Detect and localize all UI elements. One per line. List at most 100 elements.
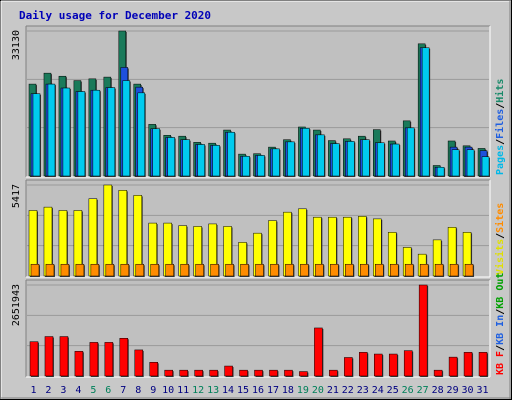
bar-sites-day-6 (105, 263, 115, 277)
bar-sites-day-14 (225, 263, 234, 277)
legend-item-hits: Hits (494, 79, 506, 103)
bar-pages-day-23 (362, 139, 370, 177)
x-tick-label-13: 13 (207, 385, 219, 396)
bar-pages-day-2 (47, 83, 56, 177)
bar-sites-day-16 (255, 263, 264, 277)
bar-kbytes-day-9 (149, 362, 158, 377)
x-tick-label-11: 11 (177, 385, 189, 396)
bar-kbytes-day-10 (164, 369, 173, 377)
bar-sites-day-21 (330, 263, 339, 277)
bar-sites-day-2 (45, 263, 55, 277)
x-tick-label-20: 20 (312, 385, 324, 396)
x-tick-label-31: 31 (476, 385, 488, 396)
legend-item-files: Files (494, 109, 506, 139)
bar-sites-day-25 (389, 263, 399, 277)
bar-pages-day-17 (272, 148, 280, 177)
x-tick-label-16: 16 (252, 385, 264, 396)
x-tick-label-4: 4 (75, 385, 81, 396)
legend-item-kb-out: KB Out (495, 273, 506, 309)
x-tick-label-17: 17 (267, 385, 279, 396)
bar-kbytes-day-24 (374, 353, 383, 377)
x-tick-label-28: 28 (432, 385, 444, 396)
bar-kbytes-day-25 (388, 353, 398, 377)
bar-kbytes-day-23 (359, 352, 368, 377)
x-tick-label-1: 1 (30, 385, 36, 396)
bar-kbytes-day-15 (239, 369, 248, 377)
x-tick-label-15: 15 (237, 385, 249, 396)
bar-pages-day-7 (122, 80, 131, 177)
bar-sites-day-3 (60, 263, 70, 277)
bar-pages-day-4 (77, 91, 86, 177)
bar-sites-day-20 (315, 263, 324, 277)
bar-kbytes-day-1 (29, 341, 39, 377)
legend-separator: / (495, 233, 506, 239)
x-tick-label-29: 29 (447, 385, 459, 396)
x-tick-label-5: 5 (90, 385, 96, 396)
bar-kbytes-day-31 (478, 352, 488, 377)
bar-kbytes-day-11 (179, 369, 188, 377)
legend-item-visits: Visits (494, 239, 506, 275)
bar-visits-day-8 (133, 195, 143, 277)
bar-pages-day-12 (197, 144, 205, 177)
bar-sites-day-9 (150, 263, 159, 277)
bar-sites-day-4 (75, 263, 85, 277)
bar-kbytes-day-20 (314, 327, 323, 377)
bar-pages-day-15 (242, 156, 250, 177)
bar-sites-day-30 (464, 263, 474, 277)
x-tick-label-24: 24 (372, 385, 384, 396)
panel-legend: Visits/Sites (494, 203, 506, 275)
x-tick-label-12: 12 (192, 385, 204, 396)
bar-sites-day-12 (195, 263, 204, 277)
bar-sites-day-24 (375, 263, 384, 277)
x-tick-label-18: 18 (282, 385, 294, 396)
panel-visits-sites: 5417 Visits/Sites (11, 179, 506, 278)
bar-sites-day-5 (90, 263, 100, 277)
x-tick-label-26: 26 (402, 385, 414, 396)
bar-pages-day-31 (481, 156, 490, 177)
legend-separator: / (495, 139, 506, 145)
bar-sites-day-19 (300, 263, 309, 277)
bar-sites-day-29 (449, 263, 459, 277)
bar-sites-day-26 (404, 263, 414, 277)
bar-kbytes-day-29 (448, 356, 458, 377)
bar-kbytes-day-3 (59, 336, 69, 377)
bar-pages-day-30 (466, 149, 475, 177)
bar-kbytes-day-7 (119, 338, 129, 377)
bar-kbytes-day-21 (329, 369, 338, 377)
legend-separator: / (495, 345, 506, 351)
bar-kbytes-day-27 (418, 284, 428, 377)
bar-sites-day-7 (120, 263, 130, 277)
bar-kbytes-day-5 (89, 342, 99, 377)
x-tick-label-21: 21 (327, 385, 339, 396)
x-tick-label-30: 30 (462, 385, 474, 396)
bar-sites-day-11 (180, 263, 189, 277)
bar-visits-day-7 (118, 190, 128, 277)
bar-pages-day-1 (32, 93, 41, 177)
bar-pages-day-18 (287, 141, 295, 177)
legend-item-kb-f: KB F (495, 351, 506, 375)
bar-pages-day-13 (212, 145, 220, 177)
bar-sites-day-23 (360, 263, 369, 277)
bar-pages-day-21 (332, 143, 340, 177)
bar-pages-day-3 (62, 87, 71, 177)
bar-kbytes-day-30 (463, 352, 473, 377)
bar-pages-day-25 (391, 143, 400, 177)
bar-visits-day-6 (103, 184, 113, 277)
bar-kbytes-day-18 (284, 369, 293, 377)
bar-kbytes-day-16 (254, 369, 263, 377)
panel-legend: KB F/KB In/KB Out (495, 273, 506, 375)
bar-pages-day-9 (152, 128, 160, 177)
bar-pages-day-8 (137, 92, 146, 177)
bar-sites-day-22 (345, 263, 354, 277)
bar-sites-day-10 (165, 263, 174, 277)
x-tick-label-9: 9 (150, 385, 156, 396)
x-axis-labels: 1 2 3 4 5 6 7 8 9 10 11 12 13 14 15 16 17 18 19 20 21 22 23 24 2… (30, 385, 488, 396)
panel-max-label: 2651943 (11, 284, 22, 326)
bar-pages-day-6 (107, 87, 116, 177)
bar-sites-day-8 (135, 263, 145, 277)
bar-pages-day-20 (317, 134, 325, 177)
panel-legend: Pages/Files/Hits (494, 79, 506, 175)
bar-pages-day-10 (167, 137, 175, 177)
